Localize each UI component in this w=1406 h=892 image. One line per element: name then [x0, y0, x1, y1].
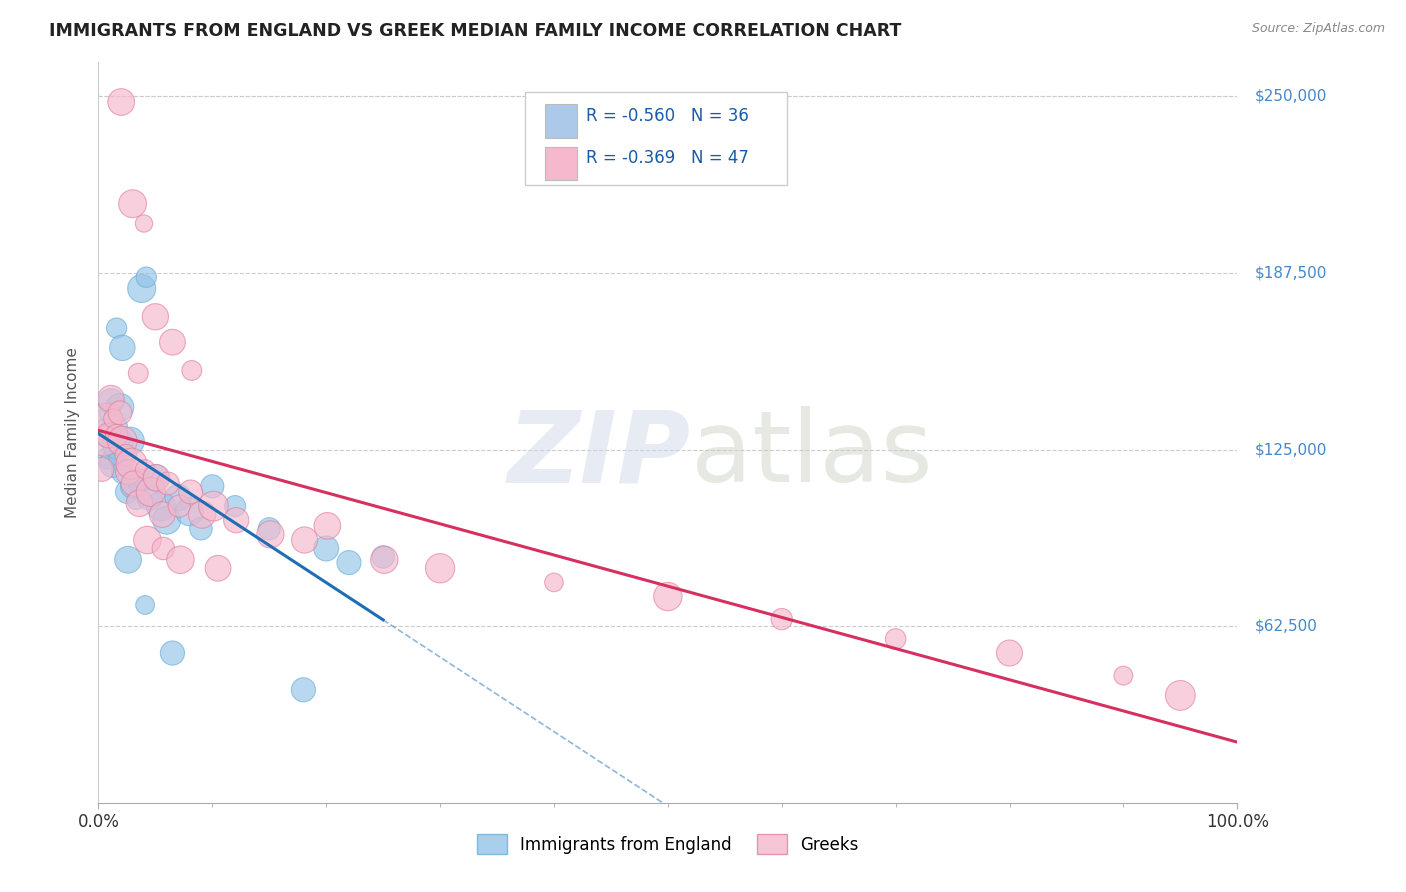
- Point: [93, 425, 115, 440]
- Point: [117, 553, 139, 567]
- Point: [316, 519, 339, 533]
- Point: [884, 632, 907, 646]
- Point: [294, 533, 316, 547]
- Text: $125,000: $125,000: [1254, 442, 1327, 457]
- Point: [98, 406, 121, 420]
- FancyBboxPatch shape: [546, 147, 576, 180]
- Point: [105, 428, 128, 442]
- Point: [191, 508, 214, 522]
- Point: [180, 363, 202, 377]
- Point: [543, 575, 565, 590]
- Point: [156, 476, 179, 491]
- FancyBboxPatch shape: [546, 104, 576, 137]
- Point: [117, 465, 139, 479]
- Point: [125, 493, 148, 508]
- Point: [259, 522, 281, 536]
- Point: [145, 471, 167, 485]
- Point: [108, 406, 131, 420]
- Point: [120, 457, 142, 471]
- Point: [107, 437, 129, 451]
- Point: [202, 499, 225, 513]
- Point: [110, 451, 132, 466]
- Point: [167, 491, 190, 505]
- Point: [134, 598, 156, 612]
- Point: [103, 411, 125, 425]
- Point: [162, 335, 184, 350]
- Point: [111, 341, 134, 355]
- Point: [97, 428, 120, 442]
- Point: [179, 505, 201, 519]
- Text: atlas: atlas: [690, 407, 932, 503]
- Point: [315, 541, 337, 556]
- Point: [111, 434, 134, 449]
- Point: [371, 549, 394, 564]
- Point: [1112, 668, 1135, 682]
- Point: [162, 646, 184, 660]
- Point: [112, 465, 135, 479]
- Point: [120, 434, 142, 449]
- Point: [169, 499, 191, 513]
- Point: [132, 217, 155, 231]
- Point: [136, 533, 159, 547]
- Point: [96, 411, 118, 425]
- Point: [1170, 689, 1192, 703]
- Point: [114, 448, 136, 462]
- Text: $187,500: $187,500: [1254, 266, 1327, 280]
- Point: [225, 513, 247, 527]
- Point: [259, 527, 281, 541]
- Point: [292, 682, 315, 697]
- Point: [770, 612, 793, 626]
- Point: [96, 451, 118, 466]
- Point: [134, 462, 156, 476]
- Point: [115, 485, 138, 500]
- FancyBboxPatch shape: [526, 92, 787, 185]
- Point: [180, 485, 202, 500]
- Point: [103, 457, 125, 471]
- Point: [657, 590, 679, 604]
- Point: [224, 499, 246, 513]
- Point: [100, 394, 122, 409]
- Text: IMMIGRANTS FROM ENGLAND VS GREEK MEDIAN FAMILY INCOME CORRELATION CHART: IMMIGRANTS FROM ENGLAND VS GREEK MEDIAN …: [49, 22, 901, 40]
- Point: [121, 479, 143, 493]
- Point: [127, 366, 149, 380]
- Point: [201, 479, 224, 493]
- Point: [169, 553, 191, 567]
- Point: [156, 513, 179, 527]
- Point: [121, 196, 143, 211]
- Point: [150, 499, 173, 513]
- Point: [150, 508, 173, 522]
- Point: [138, 491, 160, 505]
- Text: $62,500: $62,500: [1254, 619, 1317, 633]
- Point: [110, 95, 132, 109]
- Text: $250,000: $250,000: [1254, 89, 1327, 103]
- Text: R = -0.369   N = 47: R = -0.369 N = 47: [586, 149, 749, 167]
- Point: [373, 553, 395, 567]
- Point: [128, 496, 150, 510]
- Point: [429, 561, 451, 575]
- Point: [108, 400, 131, 414]
- Point: [190, 522, 212, 536]
- Point: [90, 462, 112, 476]
- Point: [152, 541, 174, 556]
- Point: [145, 310, 167, 324]
- Legend: Immigrants from England, Greeks: Immigrants from England, Greeks: [471, 828, 865, 861]
- Point: [104, 420, 127, 434]
- Point: [135, 270, 157, 285]
- Point: [128, 474, 150, 488]
- Point: [131, 281, 153, 295]
- Y-axis label: Median Family Income: Median Family Income: [65, 347, 80, 518]
- Point: [122, 476, 145, 491]
- Point: [139, 485, 162, 500]
- Text: ZIP: ZIP: [508, 407, 690, 503]
- Point: [998, 646, 1021, 660]
- Point: [207, 561, 229, 575]
- Text: Source: ZipAtlas.com: Source: ZipAtlas.com: [1251, 22, 1385, 36]
- Point: [145, 471, 167, 485]
- Point: [100, 392, 122, 406]
- Text: R = -0.560   N = 36: R = -0.560 N = 36: [586, 106, 749, 125]
- Point: [105, 321, 128, 335]
- Point: [337, 556, 360, 570]
- Point: [93, 434, 115, 449]
